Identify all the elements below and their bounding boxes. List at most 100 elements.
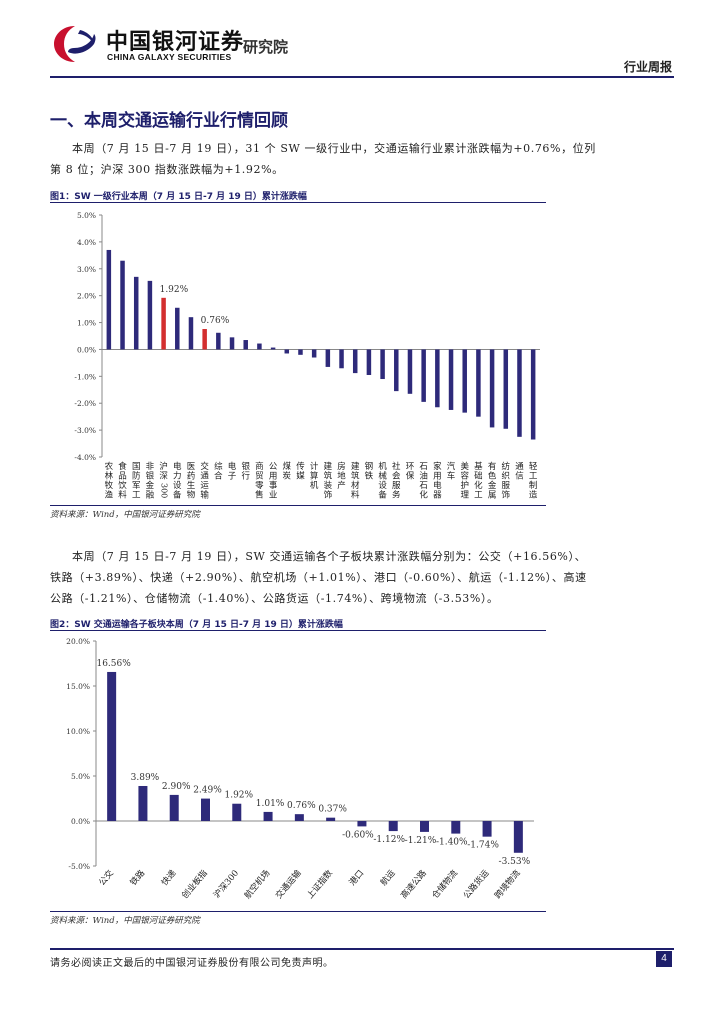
svg-text:贸: 贸 bbox=[255, 471, 264, 482]
footer-divider bbox=[50, 948, 674, 950]
figure-1-top-rule bbox=[50, 202, 546, 203]
x-tick-label: 高速公路 bbox=[399, 867, 430, 900]
bar bbox=[232, 803, 242, 821]
x-tick-label: 航空机场 bbox=[242, 868, 272, 901]
y-tick-label: 15.0% bbox=[66, 682, 90, 691]
bar bbox=[503, 349, 509, 429]
svg-text:医: 医 bbox=[187, 462, 196, 472]
y-tick-label: -5.0% bbox=[68, 862, 90, 871]
data-label: 16.56% bbox=[96, 659, 131, 669]
svg-text:用: 用 bbox=[269, 472, 278, 482]
figure-1-caption: 图1：SW 一级行业本周（7 月 15 日-7 月 19 日）累计涨跌幅 bbox=[50, 192, 307, 202]
svg-text:基: 基 bbox=[474, 461, 483, 472]
data-label: 0.37% bbox=[318, 805, 347, 815]
bar bbox=[489, 349, 495, 428]
svg-text:属: 属 bbox=[488, 491, 497, 501]
x-tick-label: 房地产 bbox=[337, 461, 346, 491]
svg-text:合: 合 bbox=[214, 471, 223, 482]
x-tick-label: 环保 bbox=[406, 462, 415, 482]
bar bbox=[107, 671, 117, 821]
bar bbox=[120, 260, 125, 350]
bar bbox=[270, 347, 276, 350]
data-label: -1.21% bbox=[405, 836, 437, 846]
svg-text:品: 品 bbox=[118, 472, 127, 482]
data-label: 2.90% bbox=[162, 782, 191, 792]
svg-text:计: 计 bbox=[310, 461, 319, 472]
svg-text:军: 军 bbox=[132, 481, 141, 491]
svg-text:药: 药 bbox=[187, 471, 196, 482]
bar bbox=[311, 349, 317, 358]
page-header: 中国银河证券 CHINA GALAXY SECURITIES 研究院 行业周报 bbox=[0, 0, 724, 78]
bar bbox=[257, 343, 262, 350]
y-tick-label: -4.0% bbox=[74, 453, 96, 462]
svg-text:容: 容 bbox=[460, 471, 469, 482]
svg-text:公: 公 bbox=[269, 462, 278, 472]
x-tick-label: 电子 bbox=[228, 461, 237, 482]
figure-2-chart: 20.0% 15.0% 10.0% 5.0% 0.0% -5.0% 16.56% 公交 3.89… bbox=[66, 637, 534, 901]
bar bbox=[388, 821, 398, 832]
svg-text:保: 保 bbox=[406, 471, 415, 482]
svg-text:服: 服 bbox=[392, 481, 401, 491]
bar bbox=[325, 349, 331, 367]
x-tick-label: 跨境物流 bbox=[492, 867, 523, 900]
paragraph-2-line-2: 铁路（+3.89%）、快递（+2.90%）、航空机场（+1.01%）、港口（-0… bbox=[50, 571, 587, 584]
bar bbox=[201, 798, 210, 821]
x-tick-label: 沪深300 bbox=[159, 461, 168, 498]
svg-text:牧: 牧 bbox=[105, 480, 114, 491]
bar bbox=[202, 329, 207, 350]
svg-text:食: 食 bbox=[118, 461, 127, 472]
bar bbox=[133, 276, 139, 350]
data-label: -3.53% bbox=[499, 857, 531, 867]
svg-text:设: 设 bbox=[378, 480, 387, 491]
svg-text:金: 金 bbox=[146, 480, 155, 491]
svg-text:理: 理 bbox=[460, 491, 469, 501]
y-tick-label: 5.0% bbox=[77, 211, 96, 220]
svg-text:制: 制 bbox=[529, 480, 538, 491]
figure-2-source: 资料来源：Wind，中国银河证券研究院 bbox=[50, 916, 200, 926]
svg-text:通: 通 bbox=[200, 471, 209, 482]
svg-text:交: 交 bbox=[200, 461, 209, 472]
svg-text:电: 电 bbox=[433, 480, 442, 491]
svg-text:油: 油 bbox=[419, 471, 428, 482]
svg-text:机: 机 bbox=[378, 461, 387, 472]
svg-text:电: 电 bbox=[228, 461, 237, 472]
bar bbox=[366, 349, 372, 375]
svg-text:业: 业 bbox=[269, 490, 278, 501]
svg-text:渔: 渔 bbox=[105, 490, 114, 501]
svg-text:炭: 炭 bbox=[283, 472, 292, 482]
svg-text:工: 工 bbox=[474, 491, 483, 501]
svg-text:信: 信 bbox=[515, 471, 524, 482]
x-tick-label: 银行 bbox=[241, 461, 250, 482]
bar bbox=[462, 349, 467, 413]
svg-text:煤: 煤 bbox=[283, 461, 292, 472]
svg-text:筑: 筑 bbox=[324, 471, 333, 482]
x-tick-label: 钢铁 bbox=[365, 461, 374, 482]
figure-1-source: 资料来源：Wind，中国银河证券研究院 bbox=[50, 510, 200, 520]
y-tick-label: 2.0% bbox=[77, 292, 96, 301]
x-tick-label: 创业板指 bbox=[180, 867, 211, 900]
bar bbox=[407, 349, 413, 394]
data-label: 1.92% bbox=[224, 791, 253, 801]
svg-text:防: 防 bbox=[132, 471, 141, 482]
x-tick-label: 煤炭 bbox=[283, 461, 292, 482]
brand-subtitle: 研究院 bbox=[243, 38, 289, 56]
figure-2-bottom-rule bbox=[50, 911, 546, 912]
svg-text:钢: 钢 bbox=[365, 461, 374, 472]
y-tick-label: 10.0% bbox=[66, 727, 90, 736]
figure-2-caption: 图2：SW 交通运输各子板块本周（7 月 15 日-7 月 19 日）累计涨跌幅 bbox=[50, 620, 343, 630]
bar bbox=[394, 349, 399, 392]
svg-text:石: 石 bbox=[419, 481, 428, 491]
data-label: 0.76% bbox=[287, 801, 316, 811]
svg-text:社: 社 bbox=[392, 461, 401, 472]
x-tick-label: 传媒 bbox=[296, 461, 305, 482]
svg-text:生: 生 bbox=[187, 480, 196, 491]
